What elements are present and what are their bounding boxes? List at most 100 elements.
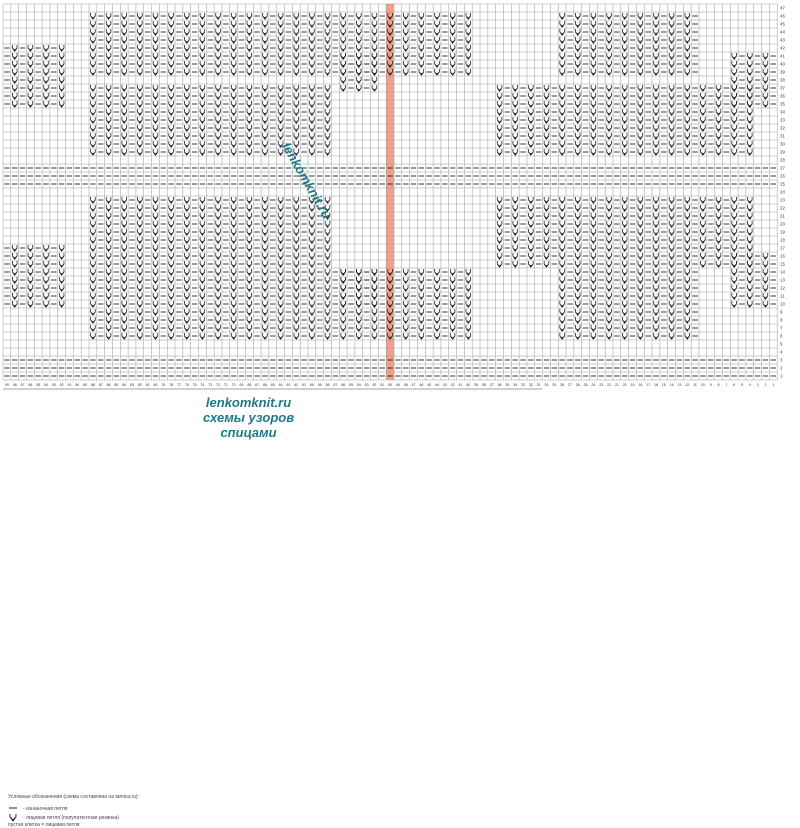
knit-v-stitch <box>465 285 471 292</box>
knit-v-stitch <box>90 133 96 140</box>
knit-v-stitch <box>215 269 221 276</box>
knit-v-stitch <box>621 149 628 156</box>
knit-v-stitch <box>184 205 190 212</box>
knit-v-stitch <box>340 13 346 20</box>
knit-v-stitch <box>637 317 644 324</box>
row-number: 6 <box>780 334 783 339</box>
knit-v-stitch <box>199 149 206 156</box>
knit-v-stitch <box>731 109 737 116</box>
knit-v-stitch <box>559 61 565 68</box>
knit-v-stitch <box>715 205 722 212</box>
knit-v-stitch <box>653 141 659 148</box>
knit-v-stitch <box>137 205 143 212</box>
column-number: 33 <box>521 383 525 387</box>
knit-v-stitch <box>309 301 315 308</box>
knit-v-stitch <box>215 69 221 76</box>
knit-v-stitch <box>621 261 628 268</box>
row-number: 14 <box>780 270 785 275</box>
column-number: 74 <box>200 383 204 387</box>
knit-v-stitch <box>137 333 143 340</box>
knit-v-stitch <box>559 29 565 36</box>
column-number: 34 <box>513 383 517 387</box>
column-number: 10 <box>701 383 705 387</box>
knit-v-stitch <box>121 197 127 204</box>
knit-v-stitch <box>121 229 127 236</box>
knit-v-stitch <box>309 213 315 220</box>
knit-v-stitch <box>121 285 127 292</box>
knit-v-stitch <box>105 333 112 340</box>
knit-v-stitch <box>731 141 737 148</box>
knit-v-stitch <box>199 109 206 116</box>
knit-v-stitch <box>590 221 597 228</box>
knit-v-stitch <box>230 61 237 68</box>
knit-v-stitch <box>528 117 534 124</box>
knit-v-stitch <box>559 101 565 108</box>
knit-v-stitch <box>575 205 581 212</box>
knit-v-stitch <box>590 13 597 20</box>
knit-v-stitch <box>590 309 597 316</box>
knit-v-stitch <box>606 117 612 124</box>
column-number: 76 <box>185 383 189 387</box>
row-number: 33 <box>780 118 785 123</box>
knit-v-stitch <box>324 277 331 284</box>
row-number: 13 <box>780 278 785 283</box>
knit-v-stitch <box>684 221 690 228</box>
knit-v-stitch <box>590 85 597 92</box>
column-number: 97 <box>21 383 25 387</box>
knit-v-stitch <box>90 325 96 332</box>
knit-v-stitch <box>668 125 675 132</box>
knit-v-stitch <box>277 133 284 140</box>
knit-v-stitch <box>559 309 565 316</box>
knit-v-stitch <box>387 317 393 324</box>
knit-v-stitch <box>449 61 456 68</box>
knit-v-stitch <box>590 61 597 68</box>
knit-v-stitch <box>387 325 393 332</box>
knit-v-stitch <box>90 93 96 100</box>
knit-v-stitch <box>90 13 96 20</box>
knit-v-stitch <box>168 213 174 220</box>
knit-v-stitch <box>152 237 159 244</box>
knit-v-stitch <box>731 93 737 100</box>
knit-v-stitch <box>418 309 425 316</box>
knit-v-stitch <box>152 149 159 156</box>
column-number: 98 <box>13 383 17 387</box>
knit-v-stitch <box>152 69 159 76</box>
knit-v-stitch <box>324 285 331 292</box>
knit-v-stitch <box>230 293 237 300</box>
column-number: 11 <box>693 383 697 387</box>
knit-v-stitch <box>575 309 581 316</box>
knit-v-stitch <box>606 141 612 148</box>
knit-v-stitch <box>137 37 143 44</box>
knit-v-stitch <box>512 221 518 228</box>
knit-v-stitch <box>246 125 253 132</box>
column-number: 23 <box>599 383 603 387</box>
knit-v-stitch <box>668 37 675 44</box>
knit-v-stitch <box>762 53 769 60</box>
knit-v-stitch <box>105 261 112 268</box>
knit-v-stitch <box>684 253 690 260</box>
knit-v-stitch <box>152 309 159 316</box>
knit-v-stitch <box>668 333 675 340</box>
knit-v-stitch <box>324 69 331 76</box>
knit-v-stitch <box>747 213 753 220</box>
knit-v-stitch <box>590 261 597 268</box>
knit-v-stitch <box>747 221 753 228</box>
knit-v-stitch <box>262 69 268 76</box>
knit-v-stitch <box>215 221 221 228</box>
knit-v-stitch <box>90 61 96 68</box>
knit-v-stitch <box>575 125 581 132</box>
knit-v-stitch <box>606 29 612 36</box>
knit-v-stitch <box>731 117 737 124</box>
knit-v-stitch <box>637 277 644 284</box>
knit-v-stitch <box>528 133 534 140</box>
knit-v-stitch <box>137 197 143 204</box>
knit-v-stitch <box>152 53 159 60</box>
knit-v-stitch <box>262 253 268 260</box>
knit-v-stitch <box>403 37 409 44</box>
knit-v-stitch <box>434 53 440 60</box>
knit-v-stitch <box>309 37 315 44</box>
knit-v-stitch <box>590 205 597 212</box>
knit-v-stitch <box>731 69 737 76</box>
legend-title: Условные обозначения (схема составлена н… <box>8 794 139 800</box>
knit-v-stitch <box>590 269 597 276</box>
